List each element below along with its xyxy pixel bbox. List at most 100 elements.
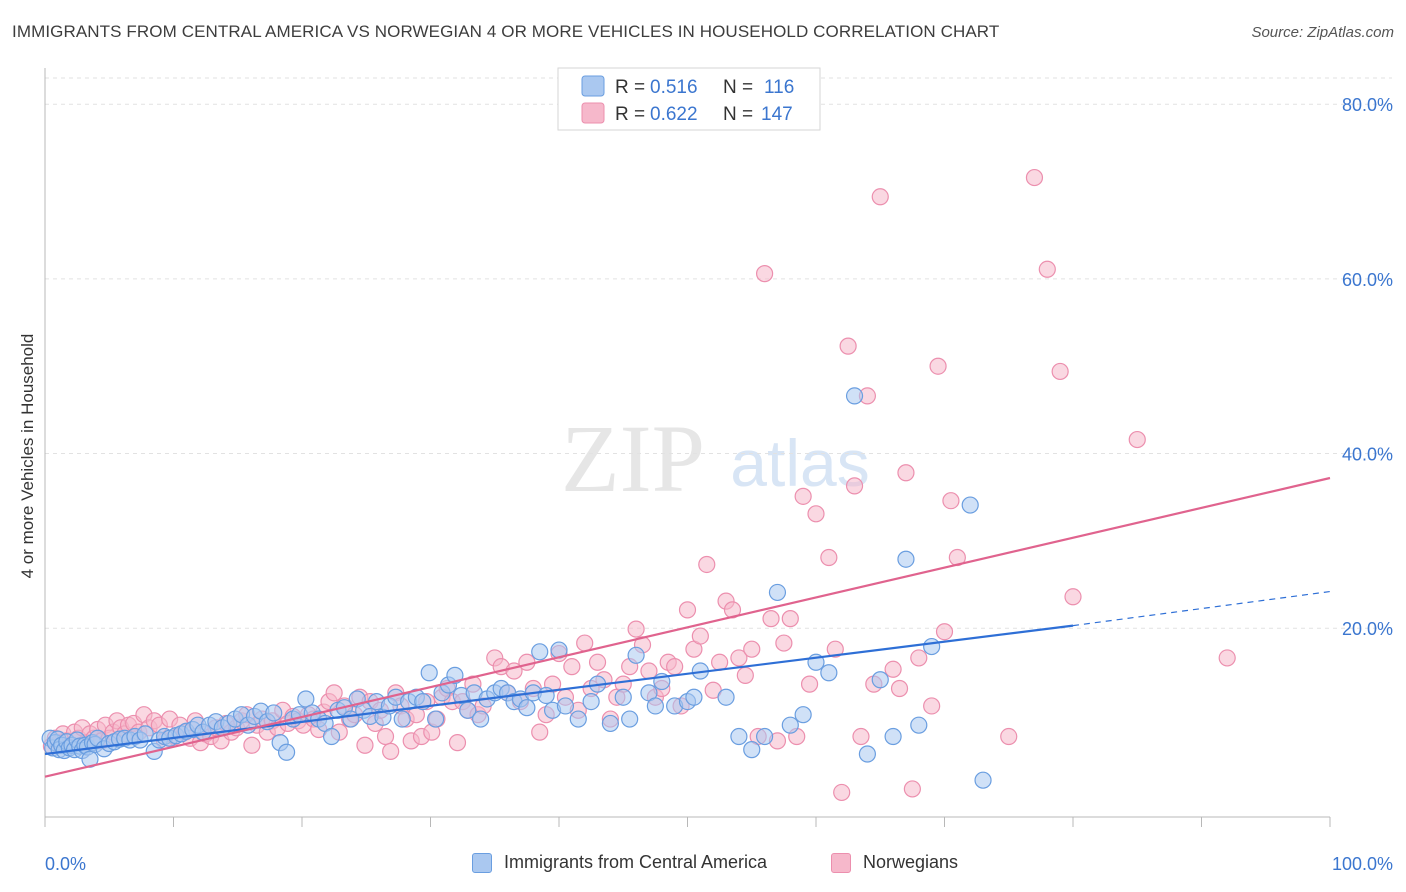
immigrants-point xyxy=(393,710,411,728)
norwegians-point xyxy=(382,742,400,760)
stats-legend-r-label: R = xyxy=(615,77,645,98)
norwegians-point xyxy=(1064,588,1082,606)
norwegians-point xyxy=(807,505,825,523)
immigrants-point xyxy=(277,743,296,761)
immigrants-point xyxy=(871,671,889,689)
norwegians-point xyxy=(852,727,870,746)
norwegians-point xyxy=(736,666,754,684)
norwegians-point xyxy=(531,723,549,741)
immigrants-point xyxy=(845,387,864,405)
immigrants-point xyxy=(858,745,877,763)
norwegians-point xyxy=(826,640,844,658)
norwegians-point xyxy=(576,634,594,652)
axes xyxy=(44,68,1331,827)
immigrants-point xyxy=(768,583,787,602)
norwegians-point xyxy=(666,658,684,676)
gridlines xyxy=(45,77,1392,629)
norwegians-point xyxy=(884,660,902,678)
norwegians-point xyxy=(356,736,374,754)
norwegians-point xyxy=(243,736,261,754)
norwegians-point xyxy=(923,697,941,715)
norwegians-point xyxy=(833,783,851,802)
immigrants-point xyxy=(897,550,915,568)
norwegians-point xyxy=(691,627,709,645)
norwegians-point xyxy=(762,610,780,628)
stats-legend-n-label: N = xyxy=(723,77,753,98)
tick-labels: 20.0% 40.0% 60.0% 80.0% 0.0% 100.0% xyxy=(45,95,1393,874)
immigrants-point xyxy=(794,706,812,724)
norwegians-point xyxy=(800,675,819,693)
stats-legend-swatch-pink xyxy=(581,102,605,124)
norwegians-point xyxy=(935,623,954,641)
norwegians-point xyxy=(845,477,864,495)
norwegians-point xyxy=(794,487,812,505)
immigrants-point xyxy=(755,727,774,746)
legend-item-immigrants[interactable]: Immigrants from Central America xyxy=(472,852,767,873)
norwegians-point xyxy=(755,265,774,283)
immigrants-point xyxy=(730,727,748,746)
norwegians-point xyxy=(1128,430,1146,449)
y-tick-label: 20.0% xyxy=(1342,619,1393,639)
norwegians-point xyxy=(910,649,928,667)
stats-legend-n-value: 116 xyxy=(764,77,794,98)
norwegians-point xyxy=(942,492,960,510)
immigrants-point xyxy=(923,637,941,656)
norwegians-point xyxy=(1218,649,1236,667)
immigrants-point xyxy=(961,496,979,514)
norwegians-point xyxy=(871,188,889,206)
stats-legend-n-value: 147 xyxy=(761,104,793,125)
immigrants-point xyxy=(297,690,315,708)
y-tick-label: 80.0% xyxy=(1342,95,1393,115)
immigrants-point xyxy=(781,716,799,734)
immigrants-point xyxy=(621,710,639,728)
chart-title: IMMIGRANTS FROM CENTRAL AMERICA VS NORWE… xyxy=(12,22,1000,41)
immigrants-point xyxy=(717,688,735,706)
trend-lines xyxy=(44,476,1331,778)
legend-item-norwegians[interactable]: Norwegians xyxy=(831,852,958,873)
watermark: ZIP atlas xyxy=(561,405,870,512)
norwegians-point xyxy=(929,357,947,375)
norwegians-point xyxy=(1038,260,1056,278)
x-tick-label: 100.0% xyxy=(1332,854,1393,874)
norwegians-point xyxy=(775,634,793,652)
norwegians-point xyxy=(839,337,857,355)
immigrants-point xyxy=(472,710,490,728)
norwegians-point xyxy=(897,464,915,482)
immigrants-trend-line xyxy=(44,624,1074,756)
norwegians-point xyxy=(1025,168,1044,187)
immigrants-point xyxy=(974,771,992,789)
legend-swatch-blue xyxy=(472,852,492,873)
y-tick-label: 40.0% xyxy=(1342,445,1393,465)
norwegians-point xyxy=(711,653,729,671)
immigrants-point xyxy=(459,701,477,719)
immigrants-point xyxy=(884,727,902,746)
x-tick-label: 0.0% xyxy=(45,854,86,874)
norwegians-point xyxy=(627,620,645,638)
immigrants-point xyxy=(531,643,549,661)
norwegians-point xyxy=(903,780,921,798)
norwegians-point xyxy=(781,610,799,628)
immigrants-point xyxy=(627,646,645,664)
stats-legend-swatch-blue xyxy=(581,75,605,97)
norwegians-point xyxy=(376,727,395,746)
immigrants-point xyxy=(910,716,928,734)
immigrants-point xyxy=(556,697,575,715)
norwegians-point xyxy=(698,555,716,574)
immigrants-point xyxy=(614,688,632,706)
immigrants-point xyxy=(743,741,761,759)
norwegians-point xyxy=(1051,362,1069,381)
norwegians-point xyxy=(1000,727,1018,746)
immigrants-point xyxy=(322,727,341,746)
norwegians-point xyxy=(890,679,909,698)
immigrants-point xyxy=(265,704,283,722)
stats-legend-r-value: 0.622 xyxy=(650,104,698,125)
norwegians-point xyxy=(563,658,581,676)
norwegians-point xyxy=(325,684,343,702)
watermark-zip: ZIP xyxy=(561,405,705,512)
legend-label-norwegians: Norwegians xyxy=(863,852,959,872)
norwegians-point xyxy=(820,548,838,567)
immigrants-point xyxy=(518,699,536,717)
immigrants-point xyxy=(569,710,587,728)
immigrants-point xyxy=(582,692,600,711)
